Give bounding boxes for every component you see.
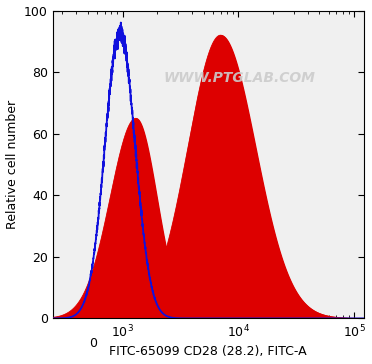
Text: WWW.PTGLAB.COM: WWW.PTGLAB.COM [163, 71, 315, 85]
X-axis label: FITC-65099 CD28 (28.2), FITC-A: FITC-65099 CD28 (28.2), FITC-A [109, 345, 307, 359]
Text: 0: 0 [89, 337, 97, 350]
Y-axis label: Relative cell number: Relative cell number [6, 100, 19, 229]
